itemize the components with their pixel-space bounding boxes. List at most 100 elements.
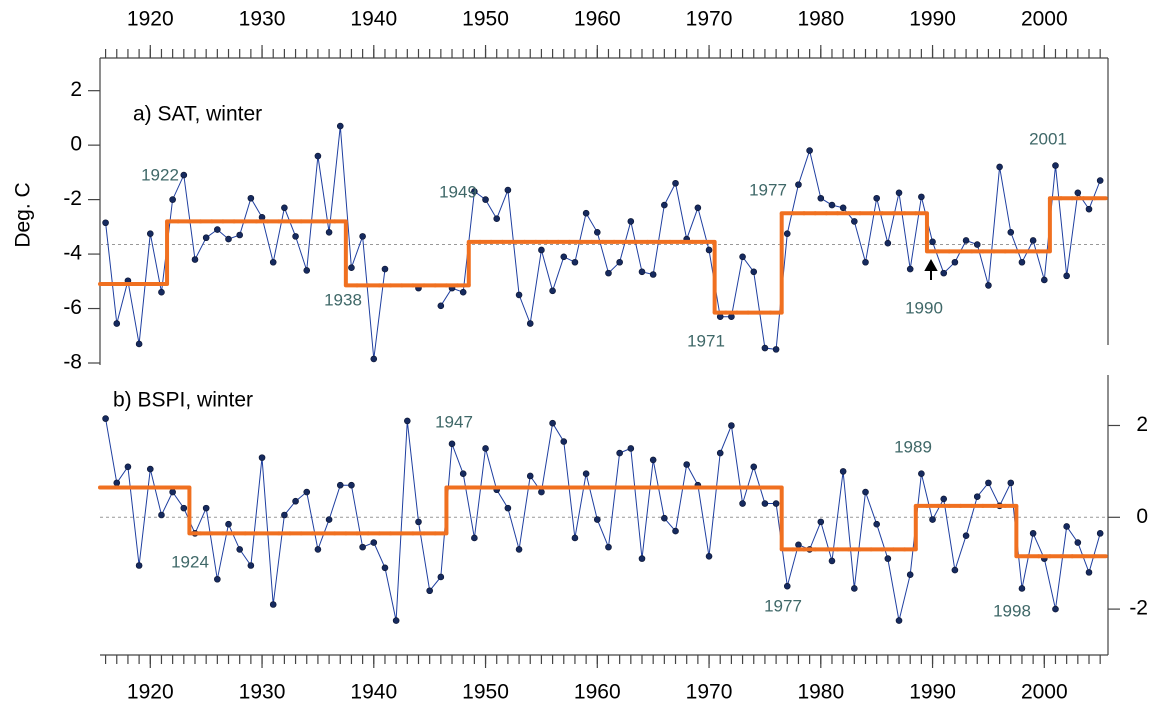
x-tick-label: 1930 — [239, 8, 286, 31]
data-point — [672, 527, 679, 535]
data-point — [303, 488, 311, 496]
data-point — [560, 253, 568, 261]
data-point — [795, 541, 802, 549]
data-point — [135, 340, 143, 348]
x-tick-label: 1990 — [909, 681, 956, 704]
data-point — [437, 573, 445, 581]
data-point — [549, 419, 556, 427]
annotation: 1990 — [905, 298, 943, 317]
x-tick-label: 1940 — [350, 8, 397, 31]
data-point — [929, 238, 936, 246]
data-point — [661, 514, 668, 522]
data-point — [1085, 205, 1093, 213]
data-point — [325, 516, 333, 523]
data-point — [851, 218, 858, 225]
data-point — [146, 230, 154, 237]
data-point — [962, 237, 970, 244]
x-tick-label: 1930 — [239, 681, 286, 704]
data-point — [459, 470, 467, 477]
data-point — [940, 495, 948, 503]
data-point — [627, 445, 635, 452]
data-point — [459, 288, 467, 296]
data-point — [761, 344, 769, 352]
data-point — [504, 504, 512, 512]
data-point — [214, 226, 221, 233]
annotation: 1998 — [993, 601, 1031, 620]
data-point — [1018, 585, 1026, 592]
data-point — [795, 181, 802, 188]
data-point — [359, 543, 366, 551]
y-tick-label: 0 — [1136, 505, 1148, 528]
x-tick-label: 1980 — [797, 8, 844, 31]
data-line — [105, 126, 1101, 359]
data-point — [783, 230, 791, 237]
data-point — [817, 194, 825, 202]
y-tick-label: 0 — [70, 133, 82, 156]
data-point — [214, 575, 221, 583]
data-point — [1018, 258, 1026, 266]
data-point — [146, 465, 154, 473]
data-point — [649, 271, 657, 278]
data-point — [191, 256, 199, 263]
data-point — [817, 518, 825, 526]
annotation: 1977 — [749, 180, 787, 199]
annotation: 1922 — [141, 165, 179, 184]
data-point — [962, 532, 970, 539]
data-point — [973, 241, 981, 248]
data-point — [906, 571, 914, 578]
data-point — [225, 235, 232, 243]
data-point — [951, 566, 959, 574]
data-point — [471, 534, 478, 542]
data-point — [772, 346, 780, 353]
data-point — [593, 228, 601, 236]
data-point — [370, 539, 378, 546]
data-point — [906, 265, 914, 273]
data-point — [292, 497, 299, 505]
data-point — [761, 500, 769, 507]
data-point — [1007, 479, 1015, 487]
data-point — [314, 152, 322, 160]
data-point — [951, 258, 959, 266]
data-point — [158, 511, 165, 519]
data-point — [649, 456, 657, 464]
data-point — [728, 422, 735, 429]
data-point — [113, 479, 121, 487]
data-point — [515, 291, 523, 299]
data-point — [314, 546, 322, 553]
x-tick-label: 1980 — [797, 681, 844, 704]
x-tick-label: 1970 — [686, 681, 733, 704]
data-point — [627, 218, 635, 225]
data-point — [1007, 228, 1015, 236]
data-point — [236, 546, 243, 553]
data-point — [113, 320, 121, 327]
data-point — [247, 194, 255, 202]
data-point — [392, 617, 400, 624]
data-point — [593, 516, 601, 523]
data-point — [739, 253, 746, 261]
data-point — [202, 504, 210, 512]
data-point — [862, 488, 869, 496]
data-point — [281, 511, 288, 519]
data-point — [772, 500, 780, 507]
data-point — [336, 122, 344, 130]
data-point — [437, 302, 445, 310]
data-point — [571, 258, 579, 266]
annotation: 1924 — [171, 552, 209, 571]
data-point — [515, 546, 523, 553]
data-point — [661, 201, 668, 209]
data-point — [1029, 530, 1037, 537]
x-tick-label: 1970 — [686, 8, 733, 31]
y-tick-label: -8 — [63, 351, 82, 374]
data-point — [381, 564, 389, 572]
data-point — [616, 258, 623, 266]
data-point — [1041, 276, 1048, 284]
data-point — [985, 479, 992, 487]
data-point — [269, 258, 277, 266]
data-point — [638, 268, 646, 276]
data-point — [750, 463, 758, 471]
data-point — [940, 269, 948, 277]
data-point — [873, 520, 880, 528]
data-point — [202, 234, 210, 242]
data-point — [1085, 569, 1093, 576]
